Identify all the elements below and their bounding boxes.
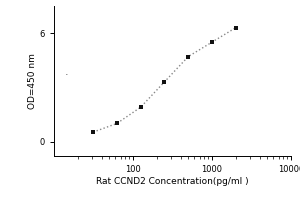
Y-axis label: OD=450 nm: OD=450 nm [28, 53, 37, 109]
Text: .: . [65, 67, 69, 77]
X-axis label: Rat CCND2 Concentration(pg/ml ): Rat CCND2 Concentration(pg/ml ) [96, 177, 249, 186]
